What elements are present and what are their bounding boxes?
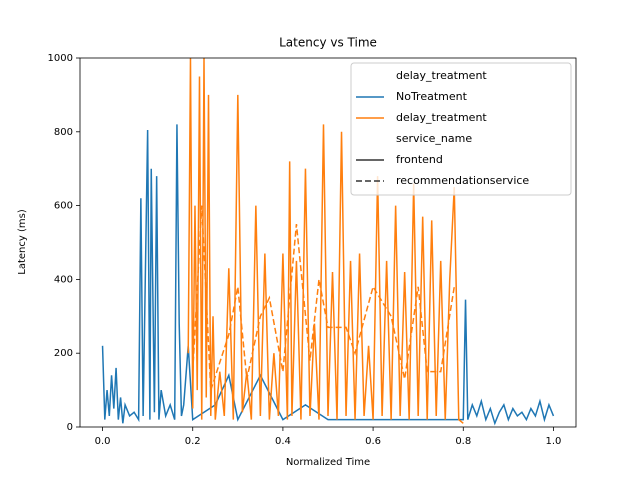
legend-box — [350, 62, 572, 196]
plot-frame — [79, 57, 577, 428]
series-line — [187, 58, 464, 424]
x-tick-label: 0.0 — [95, 436, 111, 447]
x-tick-label: 0.6 — [365, 436, 381, 447]
x-tick-label: 1.0 — [546, 436, 562, 447]
x-tick-label: 0.4 — [275, 436, 291, 447]
legend-title: delay_treatment — [396, 69, 487, 82]
chart-title: Latency vs Time — [279, 36, 377, 50]
x-tick-label: 0.8 — [455, 436, 471, 447]
legend-label: recommendationservice — [396, 174, 529, 187]
y-tick-label: 200 — [54, 348, 73, 359]
y-tick-label: 800 — [54, 127, 73, 138]
legend-label: NoTreatment — [396, 90, 468, 103]
x-tick-label: 0.2 — [185, 436, 201, 447]
legend-label: frontend — [396, 153, 443, 166]
legend-title: service_name — [396, 132, 472, 145]
y-tick-label: 0 — [67, 422, 73, 433]
x-axis-label: Normalized Time — [286, 457, 370, 468]
legend-label: delay_treatment — [396, 111, 487, 124]
y-tick-label: 600 — [54, 201, 73, 212]
y-axis-label: Latency (ms) — [17, 209, 28, 275]
y-tick-label: 1000 — [48, 53, 73, 64]
y-tick-label: 400 — [54, 274, 73, 285]
series-line — [191, 205, 455, 391]
